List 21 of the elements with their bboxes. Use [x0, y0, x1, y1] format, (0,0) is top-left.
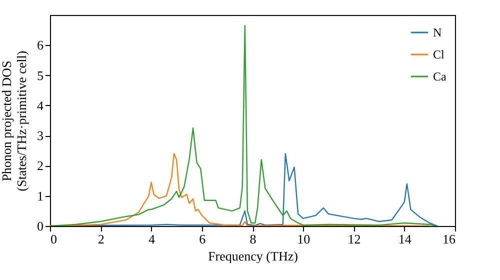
y-tick-label: 5 [37, 68, 44, 83]
legend-label: Cl [433, 48, 446, 62]
y-tick-label: 4 [37, 98, 44, 113]
x-tick-label: 16 [442, 232, 456, 246]
y-axis-title: Phonon projected DOS (States/THz·primitive cell) [0, 50, 29, 192]
x-tick-label: 14 [398, 232, 412, 246]
x-tick-label: 6 [199, 232, 206, 246]
legend-label: Ca [433, 70, 448, 84]
x-tick-label: 2 [98, 232, 104, 246]
y-tick-label: 3 [37, 128, 44, 144]
y-tick-label: 2 [37, 158, 44, 174]
y-tick-label: 1 [37, 188, 44, 204]
legend-label: N [433, 26, 442, 40]
x-tick-label: 10 [297, 232, 310, 246]
y-tick-label: 6 [37, 38, 44, 53]
x-axis-title: Frequency (THz) [208, 248, 298, 264]
y-tick-label: 0 [37, 218, 44, 234]
x-tick-label: 4 [148, 232, 156, 246]
x-tick-label: 0 [50, 232, 57, 246]
x-tick-label: 12 [348, 232, 361, 246]
x-tick-label: 8 [250, 232, 256, 246]
